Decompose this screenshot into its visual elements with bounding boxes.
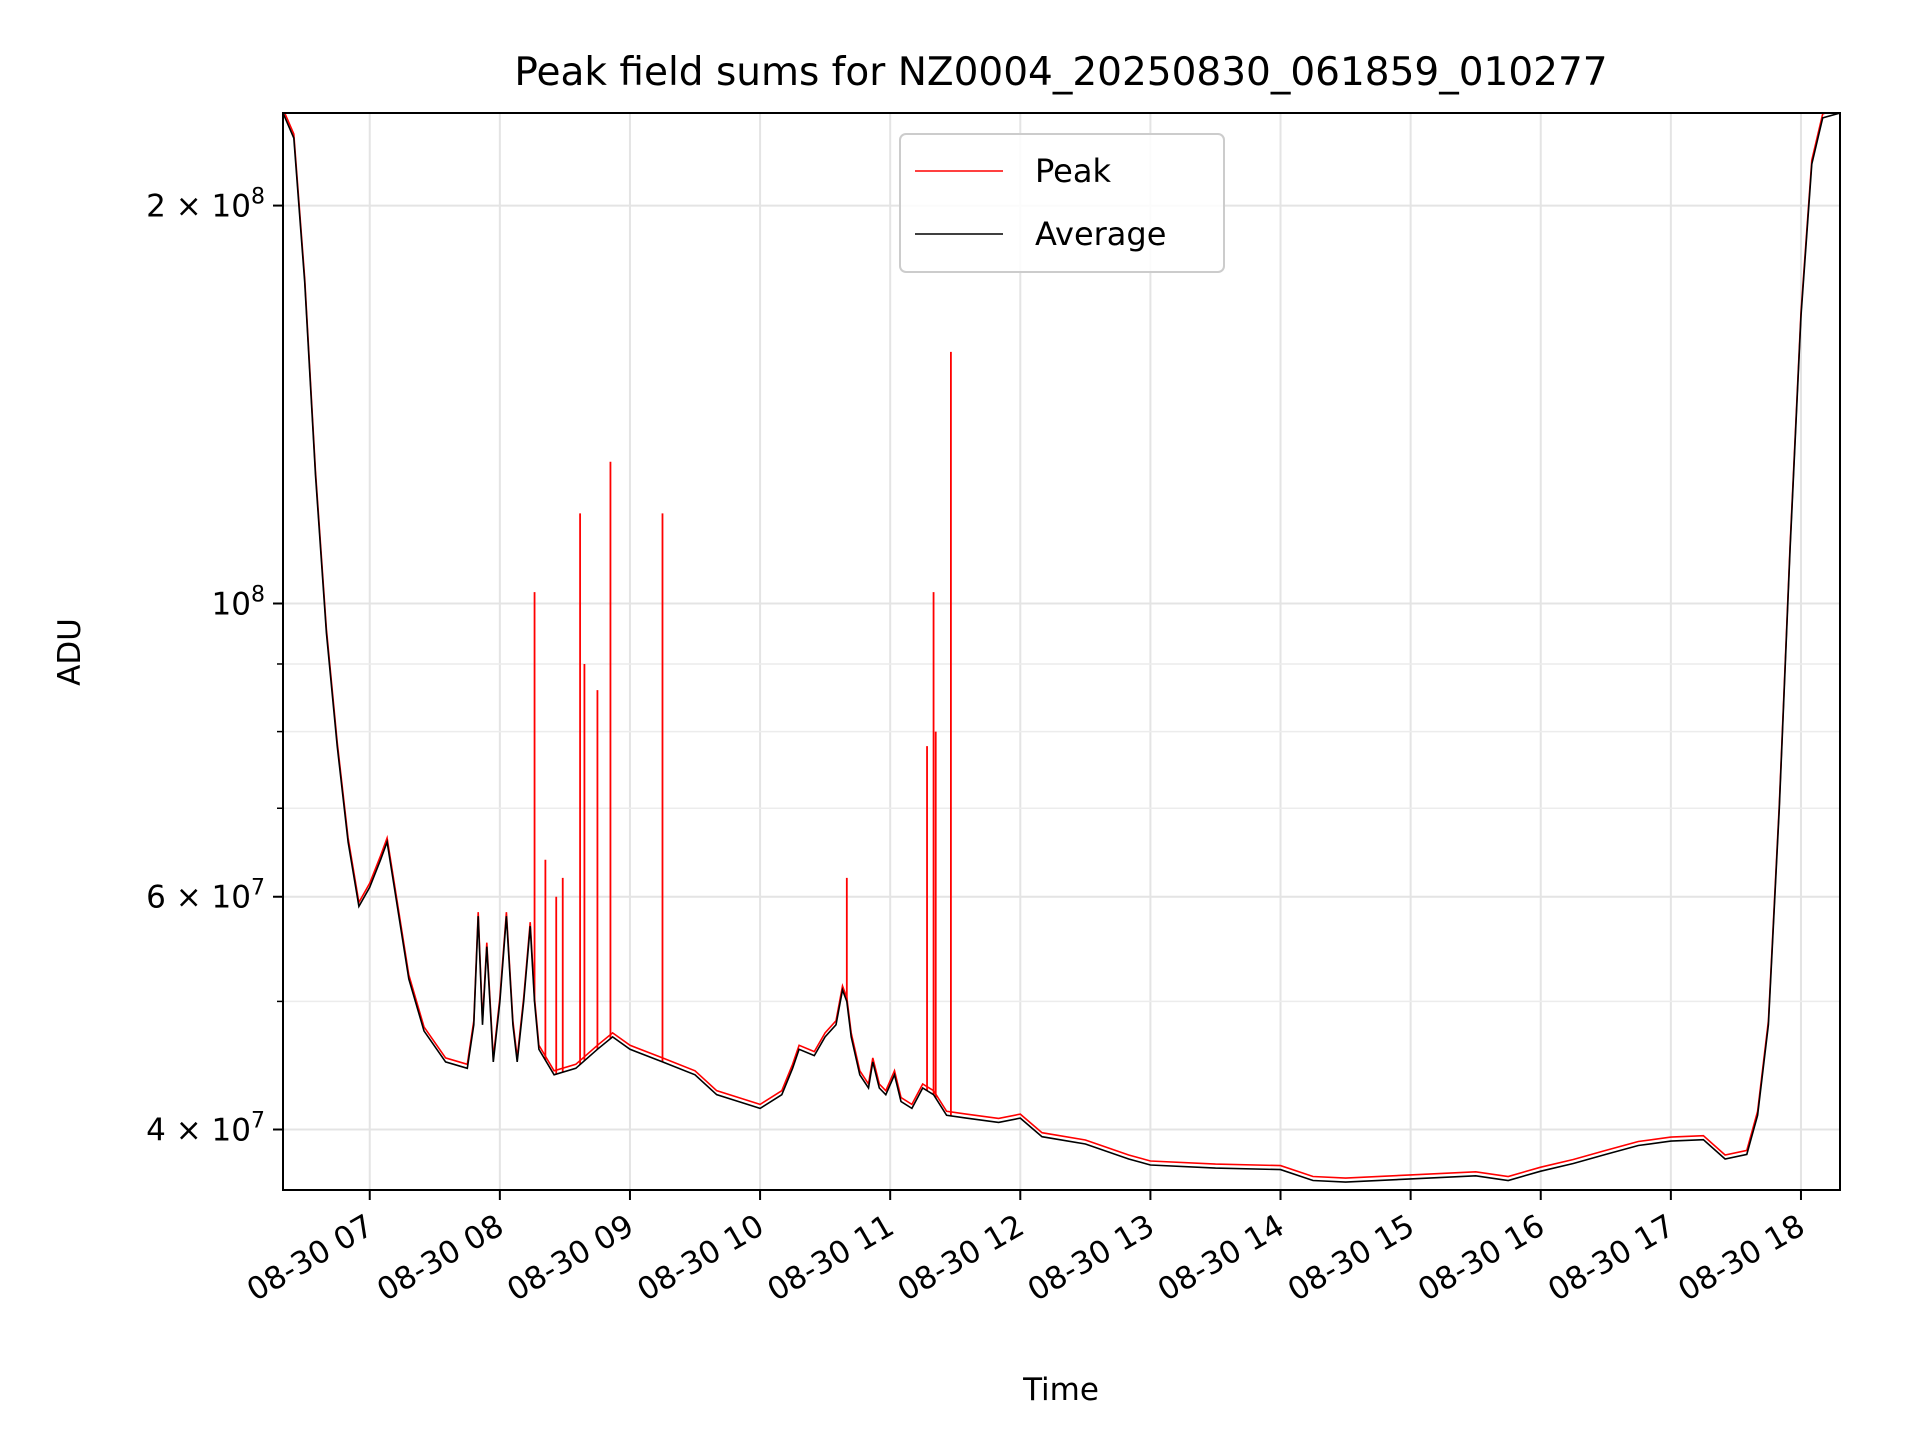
y-axis: 4 × 107 6 × 107 108 2 × 108 [146, 185, 283, 1149]
legend-peak-label: Peak [1035, 152, 1111, 190]
legend: Peak Average [899, 133, 1225, 273]
plot-frame [282, 112, 1841, 1191]
grid [283, 113, 1840, 1190]
y-tick-label: 108 [212, 582, 265, 622]
legend-box [899, 133, 1225, 273]
legend-average-label: Average [1035, 215, 1166, 253]
y-tick-label: 2 × 108 [146, 185, 265, 225]
chart-title: Peak field sums for NZ0004_20250830_0618… [514, 50, 1607, 95]
y-tick-label: 6 × 107 [146, 876, 265, 916]
y-axis-label: ADU [52, 618, 88, 686]
x-axis-label: Time [1022, 1372, 1099, 1408]
y-tick-label: 4 × 107 [146, 1109, 265, 1149]
average-line [283, 113, 1840, 1183]
average-series [283, 113, 1840, 1183]
